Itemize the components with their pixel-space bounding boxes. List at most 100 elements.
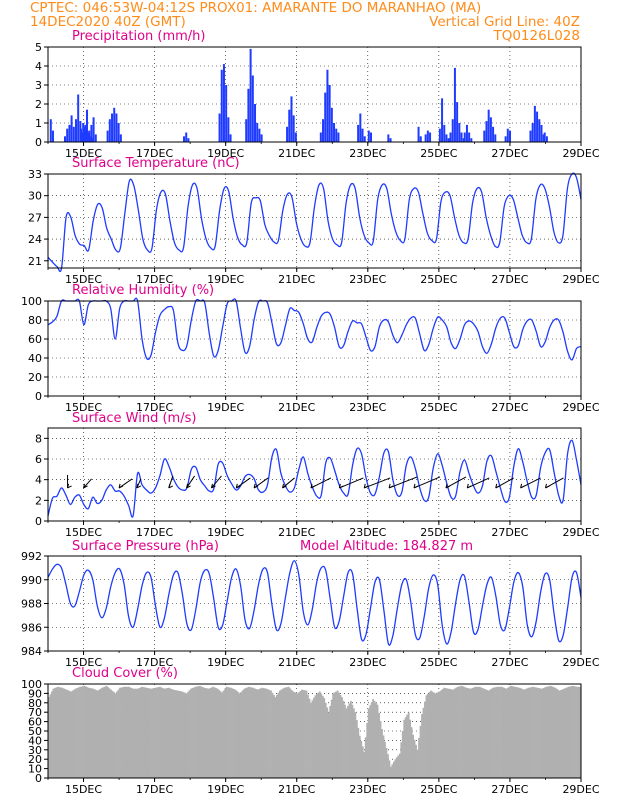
cloud-column xyxy=(575,686,577,778)
cloud-column xyxy=(281,688,284,778)
cloud-column xyxy=(77,687,80,778)
cloud-column xyxy=(335,691,338,778)
header-location: CPTEC: 046:53W-04:12S PROX01: AMARANTE D… xyxy=(30,0,482,16)
cloud-column xyxy=(440,690,443,778)
cloud-column xyxy=(384,741,386,778)
y-tick-label: 2 xyxy=(35,494,42,507)
precip-bar xyxy=(506,128,509,142)
y-tick-label: 50 xyxy=(28,725,42,738)
y-tick-label: 0 xyxy=(35,136,42,149)
cloud-column xyxy=(49,694,52,778)
cloud-column xyxy=(113,692,115,778)
cloud-column xyxy=(52,688,55,778)
cloud-column xyxy=(545,686,548,778)
cloud-column xyxy=(154,687,157,778)
cloud-column xyxy=(339,694,342,778)
precip-bar xyxy=(543,132,546,142)
cloud-column xyxy=(498,686,500,778)
cloud-column xyxy=(181,691,184,778)
wind-arrow-head xyxy=(67,483,72,489)
precip-bar xyxy=(218,113,221,142)
panel-title: Cloud Cover (%) xyxy=(72,666,178,681)
precip-bar xyxy=(225,85,228,142)
x-tick-label: 17DEC xyxy=(136,526,173,539)
precip-bar xyxy=(74,119,77,142)
cloud-column xyxy=(437,692,440,778)
cloud-column xyxy=(59,687,62,778)
cloud-column xyxy=(207,688,210,778)
cloud-column xyxy=(82,686,84,778)
cloud-column xyxy=(379,720,382,778)
cloud-column xyxy=(392,761,395,778)
cloud-column xyxy=(456,686,459,778)
precip-bar xyxy=(119,134,122,142)
cloud-column xyxy=(455,687,457,778)
precip-bar xyxy=(438,128,441,142)
cloud-column xyxy=(93,689,96,778)
cloud-column xyxy=(527,687,530,778)
precip-bar xyxy=(417,126,420,142)
panel-3 xyxy=(44,297,582,400)
cloud-column xyxy=(262,688,265,778)
cloud-column xyxy=(244,688,247,778)
cloud-column xyxy=(290,689,293,778)
x-tick-label: 19DEC xyxy=(207,147,244,160)
cloud-column xyxy=(321,695,324,778)
cloud-column xyxy=(572,685,574,778)
cloud-column xyxy=(490,688,493,778)
cloud-column xyxy=(461,685,463,778)
precip-bar xyxy=(485,121,488,142)
cloud-column xyxy=(167,687,170,778)
cloud-column xyxy=(147,688,149,778)
precip-bar xyxy=(451,119,454,142)
wind-arrow-head xyxy=(413,483,419,489)
wind-arrow-shaft xyxy=(282,477,295,489)
cloud-column xyxy=(99,688,102,778)
x-tick-label: 23DEC xyxy=(349,147,386,160)
cloud-column xyxy=(410,727,413,778)
cloud-column xyxy=(421,714,423,778)
cloud-column xyxy=(453,688,456,778)
cloud-column xyxy=(197,686,200,778)
cloud-column xyxy=(53,688,56,778)
cloud-column xyxy=(206,688,209,778)
cloud-column xyxy=(358,735,361,778)
cloud-column xyxy=(517,687,520,778)
cloud-column xyxy=(133,688,136,778)
y-tick-label: 30 xyxy=(28,744,42,757)
precip-bar xyxy=(70,115,73,142)
precip-bar xyxy=(290,96,293,142)
precip-bar xyxy=(460,132,463,142)
cloud-column xyxy=(210,687,213,778)
cloud-column xyxy=(518,687,521,778)
precip-bar xyxy=(359,113,362,142)
panel-title: Relative Humidity (%) xyxy=(72,283,214,298)
cloud-column xyxy=(415,744,417,778)
cloud-column xyxy=(385,747,388,778)
panel-frame xyxy=(47,173,582,269)
cloud-column xyxy=(234,689,237,778)
y-tick-label: 21 xyxy=(28,255,42,268)
panel-4 xyxy=(44,427,582,525)
precip-bar xyxy=(183,136,186,142)
cloud-column xyxy=(179,691,182,778)
cloud-column xyxy=(446,688,449,778)
cloud-column xyxy=(209,688,212,778)
wind-arrow-head xyxy=(186,483,191,489)
panel-frame xyxy=(47,427,582,522)
cloud-column xyxy=(492,687,494,778)
cloud-column xyxy=(111,690,114,778)
cloud-column xyxy=(264,688,266,778)
cloud-column xyxy=(554,687,557,778)
cloud-column xyxy=(342,700,345,778)
cloud-column xyxy=(58,687,61,778)
cloud-column xyxy=(560,689,563,778)
cloud-column xyxy=(255,689,258,778)
cloud-column xyxy=(159,686,161,778)
cloud-column xyxy=(227,687,229,778)
cloud-column xyxy=(538,688,540,778)
precip-bar xyxy=(470,138,473,142)
precip-bar xyxy=(494,134,497,142)
cloud-column xyxy=(558,690,561,778)
